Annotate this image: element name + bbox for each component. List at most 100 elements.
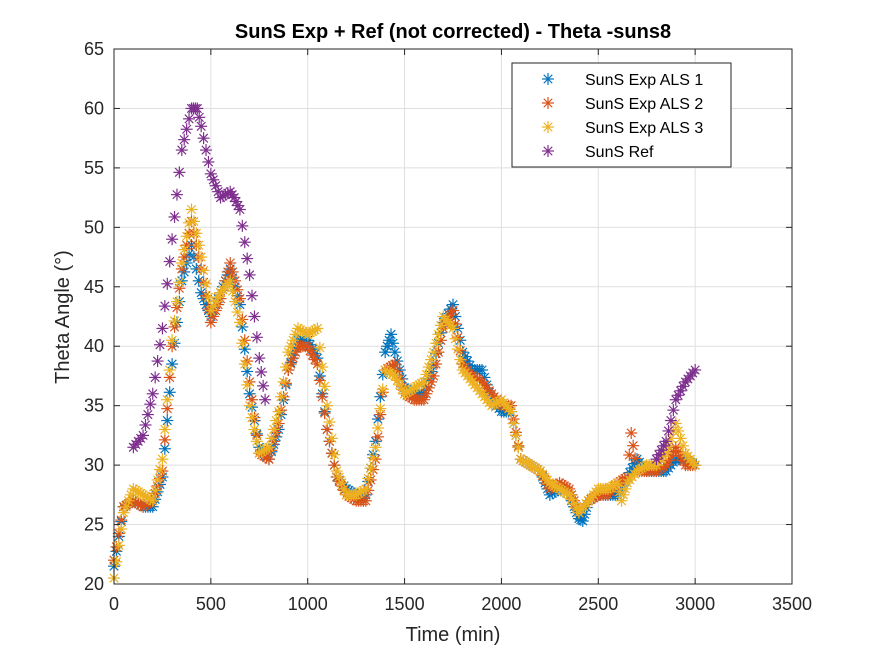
data-point [665, 415, 677, 427]
data-point [629, 452, 641, 464]
data-point [387, 337, 399, 349]
data-point [227, 266, 239, 278]
data-point [324, 416, 336, 428]
data-point [229, 296, 241, 308]
data-point [149, 371, 161, 383]
data-point [234, 316, 246, 328]
data-point [667, 404, 679, 416]
data-point [166, 334, 178, 346]
data-point [224, 257, 236, 269]
data-point [191, 102, 203, 114]
data-point [265, 432, 277, 444]
data-point [173, 166, 185, 178]
legend-label-als3: SunS Exp ALS 3 [585, 120, 703, 137]
data-point [505, 406, 517, 418]
data-point [689, 364, 701, 376]
data-point [193, 111, 205, 123]
data-point [202, 156, 214, 168]
data-point [428, 346, 440, 358]
data-point [316, 361, 328, 373]
y-tick-label: 20 [84, 574, 104, 594]
x-tick-label: 3000 [675, 594, 715, 614]
data-point [195, 251, 207, 263]
data-point [248, 311, 260, 323]
data-point [164, 256, 176, 268]
data-point [156, 453, 168, 465]
data-point [152, 474, 164, 486]
data-point [430, 337, 442, 349]
data-point [149, 484, 161, 496]
data-point [185, 204, 197, 216]
data-point [144, 398, 156, 410]
x-tick-label: 3500 [772, 594, 812, 614]
data-point [663, 425, 675, 437]
legend-marker [542, 145, 554, 157]
data-point [239, 236, 251, 248]
legend-label-als1: SunS Exp ALS 1 [585, 72, 703, 89]
data-point [183, 113, 195, 125]
data-point [154, 339, 166, 351]
data-point [169, 211, 181, 223]
data-point [200, 144, 212, 156]
data-point [161, 394, 173, 406]
data-point [147, 388, 159, 400]
data-point [241, 379, 253, 391]
data-point [248, 423, 260, 435]
data-point [326, 432, 338, 444]
data-point [370, 441, 382, 453]
x-tick-label: 1500 [385, 594, 425, 614]
y-axis-label: Theta Angle (°) [52, 250, 74, 384]
data-point [328, 449, 340, 461]
data-point [110, 556, 122, 568]
data-point [113, 539, 125, 551]
data-point [377, 383, 389, 395]
data-point [321, 400, 333, 412]
data-point [198, 264, 210, 276]
data-point [311, 322, 323, 334]
data-point [171, 296, 183, 308]
x-tick-label: 0 [109, 594, 119, 614]
legend-marker [542, 121, 554, 133]
data-point [625, 427, 637, 439]
data-point [195, 120, 207, 132]
data-point [193, 239, 205, 251]
data-point [452, 343, 464, 355]
legend-marker [542, 73, 554, 85]
data-point [176, 144, 188, 156]
data-point [173, 276, 185, 288]
legend-label-ref: SunS Ref [585, 144, 654, 161]
data-point [200, 278, 212, 290]
data-point [181, 123, 193, 135]
y-tick-label: 55 [84, 158, 104, 178]
data-point [253, 352, 265, 364]
data-point [234, 204, 246, 216]
data-point [164, 364, 176, 376]
y-tick-label: 65 [84, 39, 104, 59]
legend-label-als2: SunS Exp ALS 2 [585, 96, 703, 113]
legend-marker [542, 97, 554, 109]
y-tick-label: 25 [84, 515, 104, 535]
data-point [154, 464, 166, 476]
data-point [156, 322, 168, 334]
data-point [224, 275, 236, 287]
x-axis-label: Time (min) [406, 624, 501, 646]
data-point [278, 376, 290, 388]
data-point [171, 189, 183, 201]
data-point [362, 472, 374, 484]
data-point [627, 440, 639, 452]
data-point [178, 134, 190, 146]
data-point [137, 429, 149, 441]
data-point [280, 361, 292, 373]
y-tick-label: 60 [84, 98, 104, 118]
data-point [367, 452, 379, 464]
data-point [689, 459, 701, 471]
data-point [259, 394, 271, 406]
data-point [231, 306, 243, 318]
data-point [244, 400, 256, 412]
data-point [319, 380, 331, 392]
x-tick-label: 1000 [288, 594, 328, 614]
data-point [263, 441, 275, 453]
data-point [198, 132, 210, 144]
data-point [510, 429, 522, 441]
